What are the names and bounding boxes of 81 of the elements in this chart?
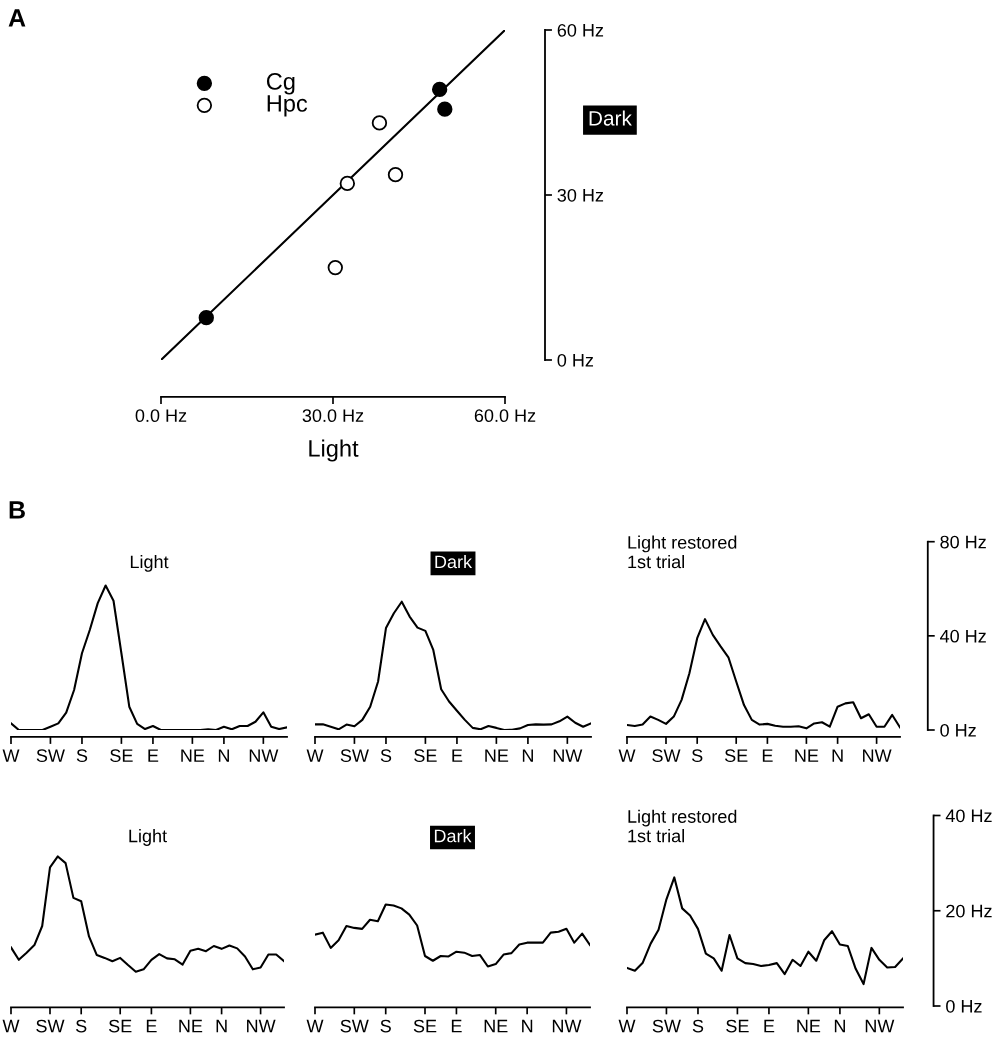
x-tick-label: SE xyxy=(110,749,133,763)
y-tick-label: 40 Hz xyxy=(945,809,992,823)
x-tick-label: NE xyxy=(795,749,819,762)
x-tick-label: 0.0 Hz xyxy=(135,409,187,423)
x-tick-label: W xyxy=(306,1019,324,1033)
x-tick-label: W xyxy=(2,1019,20,1033)
x-tick-label: E xyxy=(148,749,159,762)
x-tick-label: SW xyxy=(36,749,65,763)
y-tick-label: 0 Hz xyxy=(940,723,976,737)
legend-label: Cg xyxy=(266,73,295,95)
point xyxy=(198,309,214,326)
x-tick-label: N xyxy=(834,1019,845,1033)
text: Dark xyxy=(434,829,472,843)
y-tick-label: 30 Hz xyxy=(557,188,604,202)
x-tick-label: E xyxy=(762,749,773,762)
x-tick-label: N xyxy=(522,1019,533,1033)
line-series xyxy=(627,876,903,986)
y-tick-label: 40 Hz xyxy=(940,629,986,643)
x-tick-label: S xyxy=(380,749,392,763)
x-tick-label: SW xyxy=(36,1019,65,1033)
chart-title: Light restored 1st trial xyxy=(628,809,737,843)
y-tick-label: 80 Hz xyxy=(940,535,986,549)
point xyxy=(371,115,388,131)
x-tick-label: NW xyxy=(553,749,583,762)
x-tick-label: E xyxy=(146,1019,157,1033)
x-tick-label: SW xyxy=(340,749,369,763)
x-tick-label: N xyxy=(832,749,843,762)
x-tick-label: 60.0 Hz xyxy=(474,409,536,423)
point xyxy=(437,101,453,117)
x-tick-label: N xyxy=(522,749,533,762)
y-tick-label: 0 Hz xyxy=(946,999,982,1013)
legend-label: Hpc xyxy=(267,95,308,117)
text: B xyxy=(9,501,25,519)
line-series xyxy=(627,618,900,730)
x-tick-label: E xyxy=(764,1019,775,1033)
x-tick-label: SE xyxy=(414,749,437,763)
chart-title: Light restored 1st trial xyxy=(628,535,737,569)
x-tick-label: NW xyxy=(249,749,279,762)
x-tick-label: S xyxy=(76,749,88,763)
text: A xyxy=(8,9,26,27)
x-tick-label: 30.0 Hz xyxy=(302,409,364,423)
y-tick-label: 0 Hz xyxy=(557,353,594,367)
x-tick-label: SE xyxy=(726,1019,749,1033)
x-tick-label: NE xyxy=(797,1019,821,1033)
x-tick-label: E xyxy=(451,1019,462,1033)
x-tick-label: SE xyxy=(724,749,748,763)
x-axis-title: Light xyxy=(309,439,359,462)
x-tick-label: SW xyxy=(652,1019,681,1033)
x-tick-label: S xyxy=(76,1019,87,1033)
x-tick-label: S xyxy=(692,1019,704,1033)
x-tick-label: NW xyxy=(247,1019,276,1033)
x-tick-label: SW xyxy=(652,749,681,763)
x-tick-label: NW xyxy=(865,1019,895,1033)
x-tick-label: NE xyxy=(485,749,509,762)
point xyxy=(387,166,404,183)
x-tick-label: N xyxy=(216,1019,227,1033)
x-tick-label: W xyxy=(618,1019,636,1033)
text: Light xyxy=(129,829,167,846)
x-tick-label: SE xyxy=(108,1019,132,1033)
x-tick-label: E xyxy=(452,749,463,762)
x-tick-label: S xyxy=(380,1019,391,1033)
y-tick-label: 20 Hz xyxy=(946,904,992,918)
text: Light xyxy=(130,554,169,572)
x-tick-label: SE xyxy=(413,1019,437,1033)
x-tick-label: S xyxy=(692,749,703,763)
y-tick-label: 60 Hz xyxy=(557,23,604,37)
x-tick-label: SW xyxy=(340,1019,369,1033)
x-tick-label: NE xyxy=(179,1019,203,1033)
point xyxy=(431,81,448,98)
text: Dark xyxy=(435,554,473,569)
x-tick-label: NW xyxy=(863,749,892,762)
point xyxy=(339,175,356,192)
x-tick-label: W xyxy=(618,749,636,762)
x-tick-label: W xyxy=(306,749,324,762)
x-tick-label: N xyxy=(218,749,229,762)
x-tick-label: NE xyxy=(181,749,205,762)
point xyxy=(327,259,343,276)
x-tick-label: W xyxy=(2,749,20,762)
x-tick-label: NE xyxy=(484,1019,508,1033)
x-tick-label: NW xyxy=(552,1019,582,1033)
y-axis-title: Dark xyxy=(589,110,632,126)
